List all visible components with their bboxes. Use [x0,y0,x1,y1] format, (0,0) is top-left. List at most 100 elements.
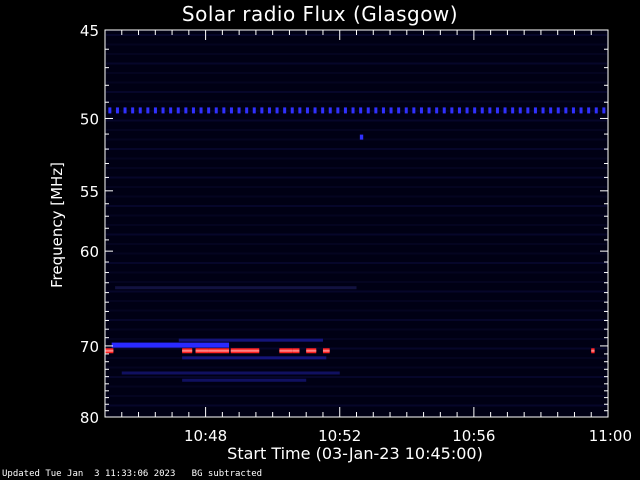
emission-dot [245,107,249,114]
axis-ticks: 45 50 55 60 70 80 10:48 10:52 10:56 11:00 [80,22,632,445]
emission-dot [108,107,112,114]
y-tick-label: 50 [80,110,99,128]
x-axis-label: Start Time (03-Jan-23 10:45:00) [227,444,483,463]
emission-dot [237,107,241,114]
emission-dot [549,107,553,114]
background-band [106,252,607,255]
background-band [106,328,607,331]
emission-dot [564,107,568,114]
background-band [106,347,607,350]
emission-dot [199,107,203,114]
background-band [106,214,607,217]
emission-dot [359,107,363,114]
background-band [106,53,607,55]
y-tick-label: 70 [80,338,99,356]
background-band [106,91,607,93]
emission-dot [161,107,165,114]
chart-title: Solar radio Flux (Glasgow) [181,2,459,26]
background-band [106,300,607,302]
emission-dot [222,107,226,114]
background-band [106,395,607,397]
emission-dot [252,107,256,114]
emission-band [359,134,364,140]
emission-dot [541,107,545,114]
background-band [106,366,607,369]
red-emission-core [591,349,595,352]
emission-dot [313,107,317,114]
emission-dot [571,107,575,114]
emission-dot [579,107,583,114]
emission-dot [146,107,150,114]
emission-band [178,338,323,342]
y-axis-label: Frequency [MHz] [48,161,66,289]
background-band [106,404,607,407]
emission-dot [518,107,522,114]
background-band [106,290,607,293]
emission-dot [457,107,461,114]
emission-dot [473,107,477,114]
emission-dot [389,107,393,114]
emission-dot [587,107,591,114]
emission-dot [305,107,309,114]
emission-band [121,371,340,375]
emission-dot [123,107,127,114]
emission-band [115,286,357,290]
background-band [106,110,607,112]
emission-dot [290,107,294,114]
background-band [106,195,607,198]
background-band [106,119,607,122]
emission-dot [526,107,530,114]
red-emission-core [230,349,260,352]
background-band [106,148,607,150]
background-band [106,186,607,188]
background-band [106,205,607,207]
emission-dot [480,107,484,114]
emission-dot [602,107,606,114]
emission-dot [184,107,188,114]
red-emission-core [195,349,209,352]
background-band [106,243,607,245]
x-tick-label: 10:48 [184,427,227,445]
emission-dot [214,107,218,114]
emission-dot [131,107,135,114]
emission-dot [419,107,423,114]
emission-dot [169,107,173,114]
emission-dot [138,107,142,114]
emission-dot [556,107,560,114]
emission-dot [435,107,439,114]
emission-dot [328,107,332,114]
emission-dot [267,107,271,114]
emission-dot [427,107,431,114]
emission-dot [191,107,195,114]
background-band [106,176,607,179]
red-emission-core [279,349,293,352]
emission-dot [298,107,302,114]
emission-dot [115,107,119,114]
emission-dot [153,107,157,114]
background-band [106,129,607,131]
emission-dot [450,107,454,114]
x-tick-label: 11:00 [589,427,632,445]
background-band [106,338,607,340]
y-tick-label: 60 [80,243,99,261]
background-band [106,224,607,226]
emission-dot [351,107,355,114]
emission-dot [336,107,340,114]
background-band [106,271,607,274]
emission-dot [594,107,598,114]
y-tick-label: 45 [80,22,99,40]
emission-dot [374,107,378,114]
emission-dot [366,107,370,114]
background-band [106,281,607,283]
emission-dot [283,107,287,114]
emission-dot [207,107,211,114]
emission-dot [503,107,507,114]
emission-dot [321,107,325,114]
emission-dot [260,107,264,114]
emission-dot [229,107,233,114]
emission-band [111,342,230,348]
emission-dot [511,107,515,114]
background-band [106,233,607,236]
emission-dot [381,107,385,114]
background-band [106,262,607,264]
